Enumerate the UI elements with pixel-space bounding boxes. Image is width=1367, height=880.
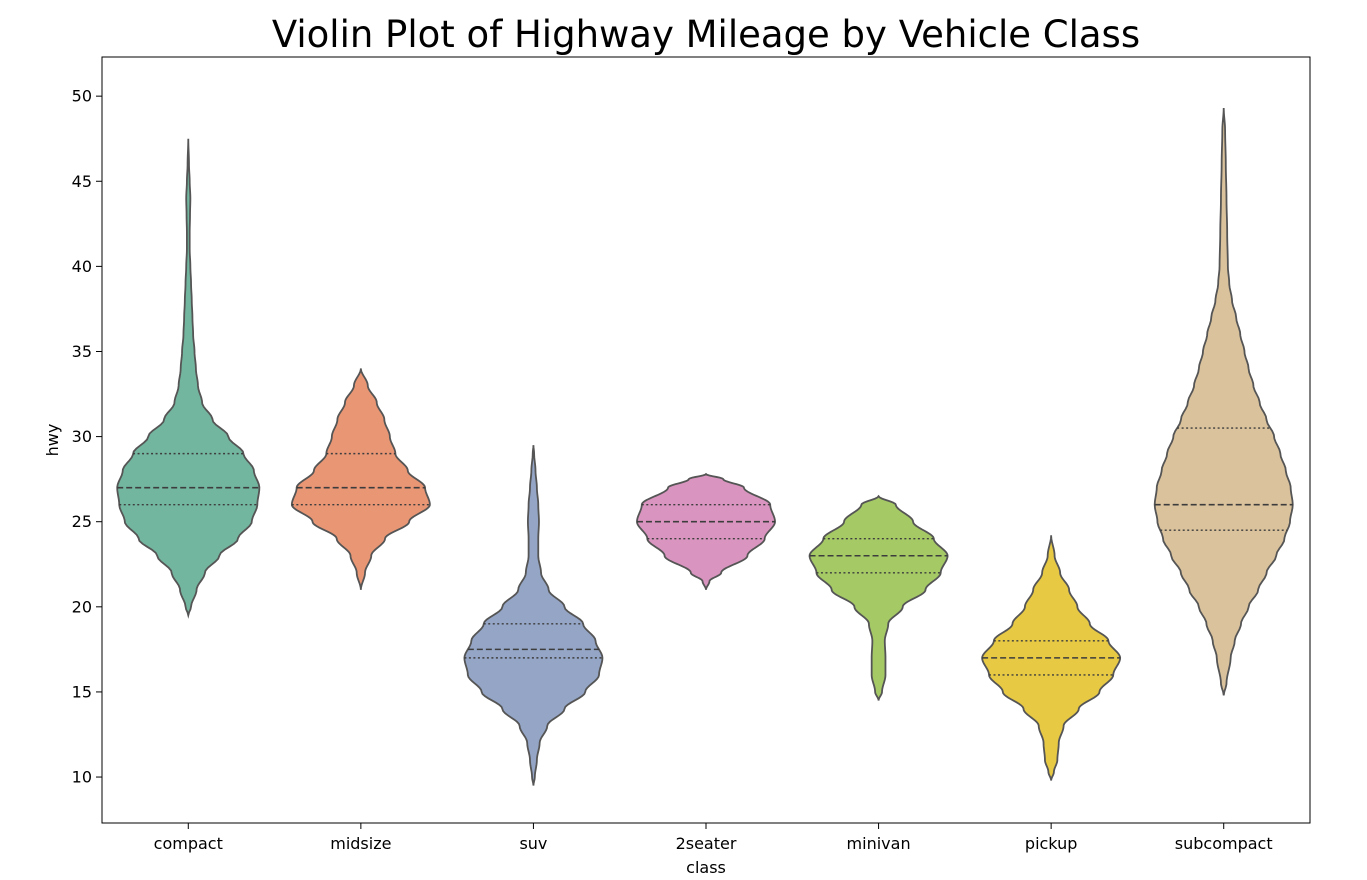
violin-2seater (636, 472, 776, 590)
plot-frame (101, 56, 1311, 824)
y-axis-label: hwy (43, 424, 62, 457)
x-tick-label-compact: compact (154, 834, 223, 853)
violin-midsize (290, 368, 431, 590)
chart-title: Violin Plot of Highway Mileage by Vehicl… (272, 13, 1140, 56)
violin-group (116, 108, 1294, 786)
y-tick-label: 15 (72, 682, 92, 701)
y-axis: 10 15 20 25 30 35 40 45 50 (72, 87, 102, 787)
violin-subcompact (1153, 108, 1294, 696)
violin-minivan (808, 494, 949, 701)
violin-compact (116, 138, 261, 619)
violin-pickup (981, 535, 1122, 781)
y-tick-label: 25 (72, 512, 92, 531)
x-tick-label-subcompact: subcompact (1175, 834, 1273, 853)
x-tick-label-2seater: 2seater (676, 834, 737, 853)
y-tick-label: 35 (72, 342, 92, 361)
y-tick-label: 20 (72, 597, 92, 616)
y-tick-label: 50 (72, 87, 92, 106)
x-tick-label-pickup: pickup (1025, 834, 1077, 853)
y-tick-label: 10 (72, 768, 92, 787)
y-tick-label: 30 (72, 427, 92, 446)
x-tick-label-minivan: minivan (847, 834, 911, 853)
y-tick-label: 40 (72, 257, 92, 276)
x-axis: compact midsize suv 2seater minivan pickup sub… (154, 823, 1273, 853)
x-tick-label-suv: suv (519, 834, 547, 853)
x-axis-label: class (686, 858, 726, 877)
violin-suv (463, 445, 604, 786)
y-tick-label: 45 (72, 172, 92, 191)
x-tick-label-midsize: midsize (330, 834, 391, 853)
